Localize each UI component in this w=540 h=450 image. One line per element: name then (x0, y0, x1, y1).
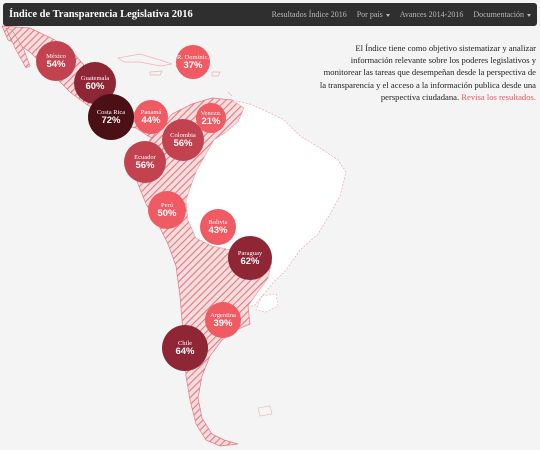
country-name: Perú (161, 201, 173, 209)
country-percent: 60% (85, 80, 105, 92)
country-percent: 39% (213, 317, 233, 329)
nav-item-avances-label: Avances 2014-2016 (399, 10, 464, 19)
falklands-shape (257, 405, 273, 417)
nav-item-avances[interactable]: Avances 2014-2016 (400, 10, 464, 19)
country-bubble-paraguay[interactable]: Paraguay 62% (228, 236, 272, 280)
country-percent: 56% (173, 137, 193, 149)
country-bubble-rep-dominicana[interactable]: R. Dominic. 37% (176, 45, 210, 79)
caret-down-icon (385, 13, 390, 17)
nav-item-resultados[interactable]: Resultados Índice 2016 (272, 10, 347, 19)
brazil-region-shape (185, 99, 347, 307)
country-bubble-panama[interactable]: Panamá 44% (134, 100, 168, 134)
uruguay-shape (255, 293, 279, 313)
country-bubble-mexico[interactable]: México 54% (36, 41, 76, 81)
top-navbar: Índice de Transparencia Legislativa 2016… (3, 3, 537, 26)
country-name: Venezu. (200, 109, 222, 117)
country-bubble-argentina[interactable]: Argentina 39% (205, 302, 241, 338)
cuba-shape (117, 53, 173, 67)
country-percent: 44% (141, 114, 161, 126)
caret-down-icon (527, 13, 531, 17)
nav-item-resultados-label: Resultados Índice 2016 (271, 10, 347, 19)
country-name: Ecuador (134, 153, 156, 161)
nav-item-por-pais[interactable]: Por país (357, 10, 390, 19)
nav-item-documentacion-label: Documentación (473, 10, 524, 19)
country-name: México (46, 52, 66, 60)
country-name: Chile (177, 339, 193, 347)
nav-item-por-pais-label: Por país (356, 10, 383, 19)
country-percent: 72% (101, 114, 121, 126)
country-percent: 50% (157, 207, 177, 219)
country-percent: 37% (183, 59, 203, 71)
country-percent: 43% (208, 224, 228, 236)
country-bubble-costa-rica[interactable]: Costa Rica 72% (88, 94, 134, 140)
country-bubble-bolivia[interactable]: Bolivia 43% (200, 209, 236, 245)
country-bubble-chile[interactable]: Chile 64% (162, 325, 208, 371)
baja-shape (5, 27, 31, 69)
country-percent: 56% (135, 159, 155, 171)
country-name: R. Dominic. (177, 53, 209, 61)
country-name: Paraguay (237, 249, 263, 257)
country-percent: 62% (240, 255, 260, 267)
country-bubble-venezuela[interactable]: Venezu. 21% (196, 103, 226, 133)
country-bubble-ecuador[interactable]: Ecuador 56% (124, 141, 166, 183)
country-percent: 64% (175, 345, 195, 357)
intro-text: El Índice tiene como objetivo sistematiz… (319, 43, 536, 102)
country-name: Costa Rica (96, 108, 126, 116)
country-name: Colombia (170, 131, 196, 139)
country-name: Panamá (140, 108, 162, 116)
country-name: Argentina (210, 311, 236, 319)
caribbean-islands-shape (149, 70, 237, 111)
country-name: Guatemala (80, 74, 110, 82)
country-percent: 21% (201, 115, 221, 127)
nav-menu: Resultados Índice 2016 Por país Avances … (262, 10, 537, 19)
nav-item-documentacion[interactable]: Documentación (473, 10, 531, 19)
brand-title[interactable]: Índice de Transparencia Legislativa 2016 (9, 9, 193, 20)
country-bubble-peru[interactable]: Perú 50% (148, 191, 186, 229)
results-link[interactable]: Revisa los resultados. (461, 91, 536, 102)
country-name: Bolivia (208, 218, 228, 226)
intro-panel: El Índice tiene como objetivo sistematiz… (316, 42, 536, 103)
country-bubble-colombia[interactable]: Colombia 56% (162, 119, 204, 161)
country-percent: 54% (46, 58, 66, 70)
